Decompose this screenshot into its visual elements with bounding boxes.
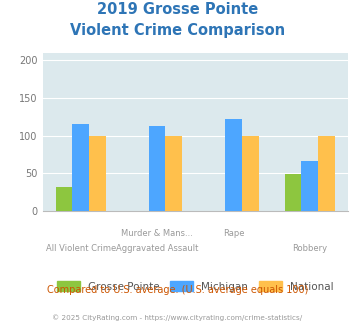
Bar [318, 136, 335, 211]
Text: Aggravated Assault: Aggravated Assault [116, 244, 198, 253]
Bar [89, 136, 106, 211]
Text: Murder & Mans...: Murder & Mans... [121, 229, 193, 238]
Text: 2019 Grosse Pointe: 2019 Grosse Pointe [97, 2, 258, 16]
Text: Robbery: Robbery [292, 244, 327, 253]
Text: Violent Crime Comparison: Violent Crime Comparison [70, 23, 285, 38]
Bar [56, 187, 72, 211]
Bar [285, 174, 301, 211]
Bar [225, 119, 242, 211]
Bar [72, 124, 89, 211]
Bar [242, 136, 258, 211]
Bar [149, 126, 165, 211]
Text: Compared to U.S. average. (U.S. average equals 100): Compared to U.S. average. (U.S. average … [47, 285, 308, 295]
Legend: Grosse Pointe, Michigan, National: Grosse Pointe, Michigan, National [53, 277, 338, 296]
Text: All Violent Crime: All Violent Crime [46, 244, 116, 253]
Text: © 2025 CityRating.com - https://www.cityrating.com/crime-statistics/: © 2025 CityRating.com - https://www.city… [53, 314, 302, 321]
Text: Rape: Rape [223, 229, 244, 238]
Bar [301, 161, 318, 211]
Bar [165, 136, 182, 211]
